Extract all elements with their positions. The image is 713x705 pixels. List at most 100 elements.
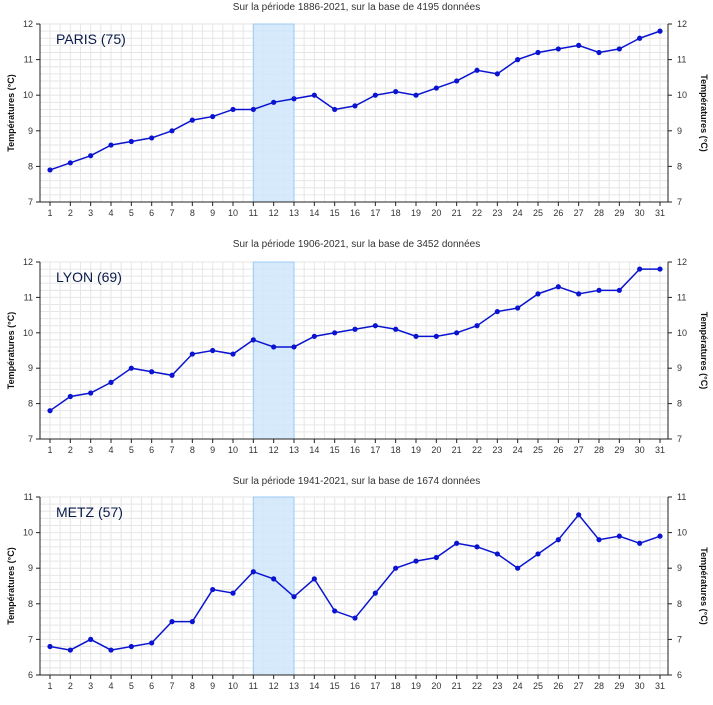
x-tick-label: 21 [452,681,462,691]
x-tick-label: 30 [635,208,645,218]
data-point [210,586,216,593]
chart-subtitle: Sur la période 1886-2021, sur la base de… [232,2,481,13]
data-point [230,590,236,596]
x-tick-label: 15 [330,445,340,455]
x-tick-label: 10 [228,208,238,218]
x-tick-label: 19 [411,681,421,691]
x-tick-label: 10 [228,445,238,455]
x-tick-label: 7 [169,445,174,455]
data-point [433,333,439,339]
x-tick-label: 13 [289,445,299,455]
data-point [291,96,297,102]
x-tick-label: 25 [533,445,543,455]
data-point [250,337,256,343]
data-point [494,551,500,557]
x-tick-label: 21 [452,208,462,218]
highlight-band [252,496,295,676]
data-point [515,57,521,63]
x-tick-label: 2 [68,445,73,455]
data-point [230,351,236,357]
data-point [271,99,277,105]
x-tick-label: 4 [108,445,113,455]
y-axis-label: Températures (°C) [6,547,16,624]
x-tick-label: 25 [533,208,543,218]
x-tick-label: 17 [370,208,380,218]
data-point [67,393,73,400]
x-tick-label: 2 [68,208,73,218]
x-tick-label: 28 [594,445,604,455]
x-tick-label: 3 [88,445,93,455]
y-tick-label: 12 [23,19,33,29]
y-tick-label-right: 9 [677,563,682,573]
highlight-band [252,23,295,203]
y-axis-label: Températures (°C) [6,74,16,151]
data-point [149,135,155,141]
y-tick-label-right: 11 [677,292,686,302]
x-tick-label: 22 [472,208,482,218]
x-tick-label: 26 [553,681,563,691]
x-tick-label: 22 [472,681,482,691]
x-tick-label: 15 [330,208,340,218]
y-axis-label-right: Températures (°C) [699,74,709,151]
data-point [576,512,582,518]
data-point [555,537,561,543]
data-point [210,113,216,120]
y-tick-label-right: 11 [677,55,686,65]
x-tick-label: 27 [574,208,584,218]
x-tick-label: 14 [309,681,319,691]
chart-panel-lyon: Sur la période 1906-2021, sur la base de… [0,237,713,472]
x-tick-label: 1 [47,445,52,455]
x-tick-label: 18 [391,208,401,218]
data-point [88,390,94,396]
data-point [189,117,195,123]
y-tick-label-right: 12 [677,19,687,29]
x-tick-label: 19 [411,208,421,218]
data-point [576,42,582,48]
data-point [413,92,419,98]
y-tick-label: 9 [28,363,33,373]
x-tick-label: 20 [431,681,441,691]
chart-panel-paris: Sur la période 1886-2021, sur la base de… [0,0,713,235]
data-point [250,569,256,575]
data-point [474,67,480,73]
y-tick-label: 7 [28,434,33,444]
x-tick-label: 7 [169,208,174,218]
data-point [128,643,134,650]
data-point [108,142,114,148]
data-point [474,544,480,550]
data-point [657,266,663,272]
y-tick-label-right: 8 [677,399,682,409]
data-point [291,344,297,350]
x-tick-label: 25 [533,681,543,691]
x-tick-label: 24 [513,445,523,455]
y-tick-label: 10 [23,328,33,338]
y-tick-label-right: 8 [677,161,682,171]
data-point [311,576,317,582]
x-tick-label: 27 [574,681,584,691]
x-tick-label: 15 [330,681,340,691]
data-point [596,49,602,56]
x-tick-label: 19 [411,445,421,455]
y-tick-label-right: 10 [677,90,687,100]
x-tick-label: 30 [635,681,645,691]
y-tick-label-right: 7 [677,197,682,207]
data-point [128,365,134,371]
x-tick-label: 12 [269,208,279,218]
data-point [230,106,236,113]
y-tick-label-right: 10 [677,528,687,538]
x-tick-label: 3 [88,208,93,218]
highlight-band [252,261,295,440]
x-tick-label: 2 [68,681,73,691]
data-point [291,594,297,600]
x-tick-label: 24 [513,208,523,218]
x-tick-label: 22 [472,445,482,455]
data-point [67,160,73,166]
data-point [189,619,195,625]
y-tick-label: 11 [24,292,33,302]
data-point [149,640,155,646]
data-point [108,379,114,385]
data-point [210,347,216,354]
data-point [616,287,622,293]
